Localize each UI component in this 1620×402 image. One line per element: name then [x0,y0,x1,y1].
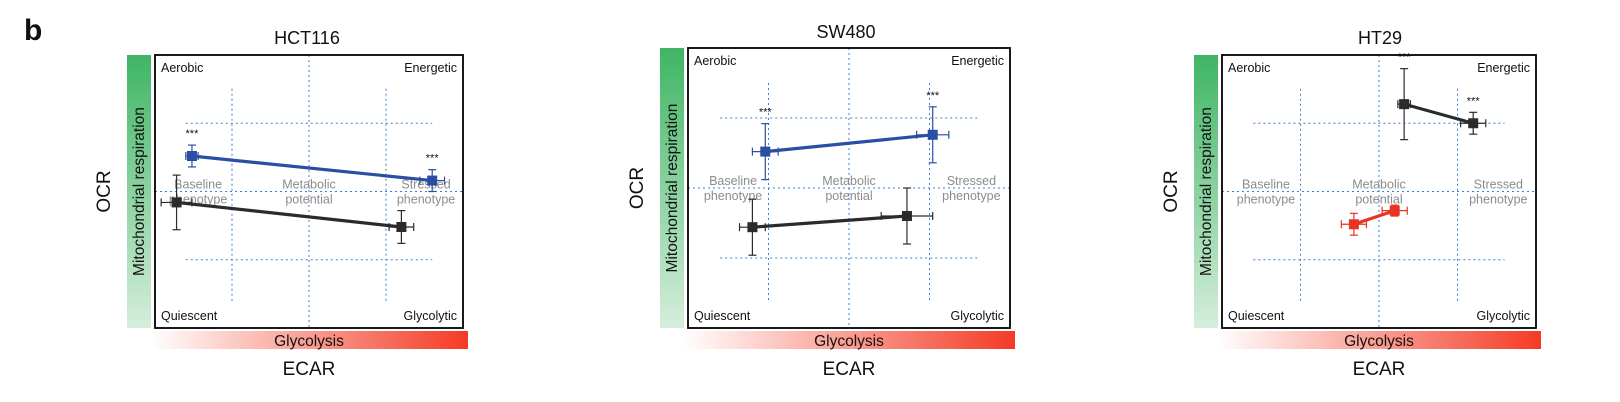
chart-title: HT29 [1358,28,1402,48]
series-line [1403,102,1474,125]
series-0: *** *** [1397,52,1487,141]
significance-label: *** [759,107,773,119]
quadrant-label-aerobic: Aerobic [161,61,203,75]
zone-label: Metabolic [1352,178,1406,192]
quadrant-label-energetic: Energetic [951,54,1004,68]
panel-letter: b [24,14,42,47]
data-point [1348,219,1359,230]
ocr-gradient-bar [127,55,151,328]
data-point [186,151,197,162]
significance-label: *** [926,90,940,102]
quadrant-label-aerobic: Aerobic [694,54,736,68]
zone-label: potential [285,193,332,207]
ocr-gradient-bar [660,48,684,328]
zone-label: Metabolic [282,178,336,192]
series-line [191,154,433,183]
chart-panel-ht29: HT29 Mitochondrial respiration OCR Glycolys… [1161,28,1541,380]
x-axis-label: ECAR [1353,359,1406,380]
zone-label: phenotype [397,193,455,207]
data-point [427,175,438,186]
data-point [396,221,407,232]
x-bar-label: Glycolysis [1344,333,1414,350]
data-point [1468,118,1479,129]
series-1 [160,174,415,244]
series-line [1353,209,1396,226]
chart-title: HCT116 [274,28,340,48]
ocr-gradient-bar [1194,55,1218,328]
y-axis-label: OCR [94,170,115,212]
y-axis-label: OCR [627,167,648,209]
ecar-gradient-bar [150,331,468,349]
zone-label: Baseline [1242,178,1290,192]
y-bar-label: Mitochondrial respiration [131,107,148,276]
data-point [171,197,182,208]
zone-label: phenotype [1237,193,1295,207]
plot-frame [687,47,1011,329]
quadrant-label-quiescent: Quiescent [694,309,751,323]
x-bar-label: Glycolysis [274,333,344,350]
plot-frame [154,54,464,329]
zone-label: Baseline [709,174,757,188]
data-point [1389,205,1400,216]
x-axis-label: ECAR [283,359,336,380]
series-0: *** *** [751,90,950,181]
zone-label: Stressed [947,174,996,188]
significance-label: *** [186,128,200,140]
y-bar-label: Mitochondrial respiration [664,104,681,273]
zone-label: potential [1355,193,1402,207]
y-bar-label: Mitochondrial respiration [1198,107,1215,276]
x-bar-label: Glycolysis [814,333,884,350]
data-point [901,211,912,221]
significance-label: *** [1467,95,1481,107]
quadrant-label-glycolytic: Glycolytic [951,309,1004,323]
chart-title: SW480 [816,22,875,42]
series-line [176,200,402,229]
ecar-gradient-bar [683,331,1015,349]
data-point [927,129,938,140]
series-1 [738,187,934,256]
zone-label: potential [825,189,872,203]
quadrant-label-glycolytic: Glycolytic [1477,309,1530,323]
zone-label: phenotype [1469,193,1527,207]
plot-frame [1221,54,1537,329]
data-point [1399,99,1410,110]
quadrant-label-aerobic: Aerobic [1228,61,1270,75]
zone-label: Metabolic [822,174,876,188]
quadrant-label-quiescent: Quiescent [161,309,218,323]
zone-label: Baseline [174,178,222,192]
series-line [752,214,908,229]
zone-label: Stressed [1474,178,1523,192]
zone-label: phenotype [942,189,1000,203]
quadrant-label-quiescent: Quiescent [1228,309,1285,323]
significance-label: *** [1398,52,1412,64]
data-point [747,222,758,233]
quadrant-label-glycolytic: Glycolytic [404,309,457,323]
series-0: *** *** [185,128,446,193]
chart-panel-sw480: SW480 Mitochondrial respiration OCR Glycoly… [627,22,1015,380]
series-line [765,133,933,154]
series-1 [1340,204,1408,236]
data-point [760,146,771,157]
y-axis-label: OCR [1161,170,1182,212]
chart-panel-hct116: HCT116 Mitochondrial respiration OCR Glycol… [94,28,468,380]
zone-label: phenotype [704,189,762,203]
quadrant-label-energetic: Energetic [1477,61,1530,75]
ecar-gradient-bar [1217,331,1541,349]
x-axis-label: ECAR [823,359,876,380]
significance-label: *** [426,153,440,165]
quadrant-label-energetic: Energetic [404,61,457,75]
